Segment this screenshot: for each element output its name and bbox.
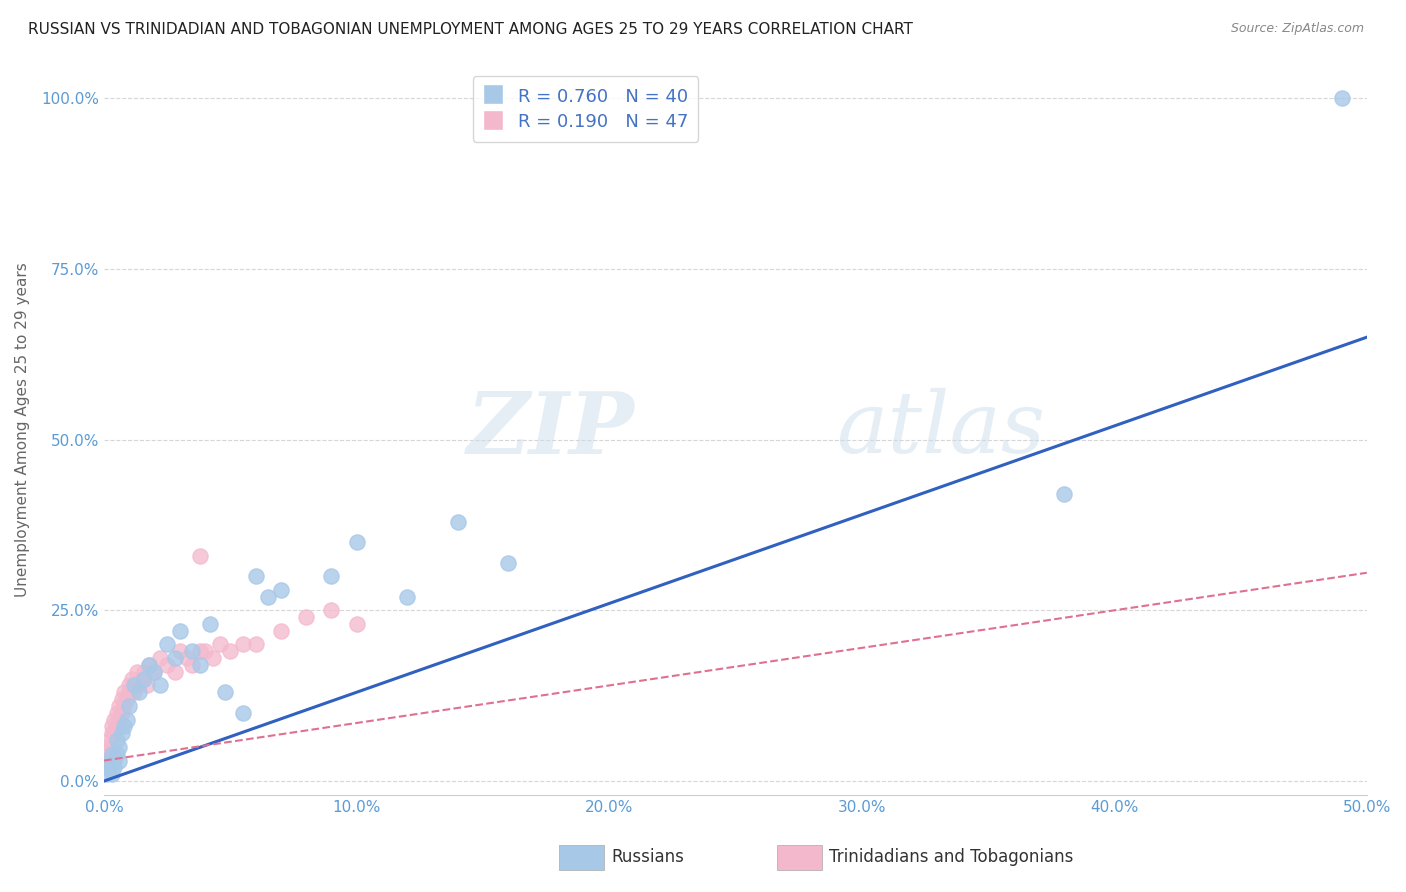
Point xyxy=(121,672,143,686)
Point xyxy=(1330,91,1353,105)
Point xyxy=(98,754,121,768)
Legend: R = 0.760   N = 40, R = 0.190   N = 47: R = 0.760 N = 40, R = 0.190 N = 47 xyxy=(472,77,699,142)
Point xyxy=(245,638,267,652)
Point xyxy=(115,692,138,706)
Point xyxy=(194,644,217,658)
Point xyxy=(270,582,292,597)
Point xyxy=(143,665,166,679)
Point xyxy=(135,678,157,692)
Point xyxy=(100,739,122,754)
Point xyxy=(1053,487,1076,501)
Point xyxy=(396,590,419,604)
Point xyxy=(124,685,146,699)
Point xyxy=(103,713,125,727)
Text: Russians: Russians xyxy=(612,848,683,866)
Point xyxy=(346,617,368,632)
Text: ZIP: ZIP xyxy=(467,388,634,471)
Point xyxy=(181,657,204,672)
Point xyxy=(214,685,236,699)
Point xyxy=(105,706,128,720)
Point xyxy=(111,706,134,720)
Point xyxy=(209,638,232,652)
Point xyxy=(188,549,211,563)
Point xyxy=(188,657,211,672)
Point xyxy=(270,624,292,638)
Point xyxy=(103,760,125,774)
Point xyxy=(181,644,204,658)
Point xyxy=(321,603,343,617)
Text: atlas: atlas xyxy=(837,388,1046,471)
Point xyxy=(134,665,156,679)
Point xyxy=(112,719,135,733)
Point xyxy=(138,657,160,672)
Point xyxy=(143,665,166,679)
Text: Source: ZipAtlas.com: Source: ZipAtlas.com xyxy=(1230,22,1364,36)
Text: RUSSIAN VS TRINIDADIAN AND TOBAGONIAN UNEMPLOYMENT AMONG AGES 25 TO 29 YEARS COR: RUSSIAN VS TRINIDADIAN AND TOBAGONIAN UN… xyxy=(28,22,912,37)
Point xyxy=(198,617,221,632)
Point xyxy=(96,760,118,774)
Point xyxy=(245,569,267,583)
Point xyxy=(100,719,122,733)
Point xyxy=(96,739,118,754)
Point xyxy=(321,569,343,583)
Point xyxy=(131,672,153,686)
Point xyxy=(346,535,368,549)
Point xyxy=(118,678,141,692)
Point xyxy=(124,678,146,692)
Point xyxy=(134,672,156,686)
Point xyxy=(219,644,242,658)
Point xyxy=(98,760,121,774)
Point xyxy=(103,754,125,768)
Point xyxy=(108,739,131,754)
Point xyxy=(169,624,191,638)
Point xyxy=(118,698,141,713)
Point xyxy=(446,515,468,529)
Point xyxy=(156,657,179,672)
Point xyxy=(111,726,134,740)
Point xyxy=(169,644,191,658)
Text: Trinidadians and Tobagonians: Trinidadians and Tobagonians xyxy=(830,848,1073,866)
Point xyxy=(232,706,254,720)
Point xyxy=(232,638,254,652)
Point xyxy=(176,651,198,665)
Point xyxy=(201,651,224,665)
Point xyxy=(148,678,170,692)
Point xyxy=(108,713,131,727)
Point xyxy=(115,713,138,727)
Point xyxy=(125,665,148,679)
Point xyxy=(100,726,122,740)
Y-axis label: Unemployment Among Ages 25 to 29 years: Unemployment Among Ages 25 to 29 years xyxy=(15,262,30,597)
Point xyxy=(103,726,125,740)
Point xyxy=(112,698,135,713)
Point xyxy=(96,754,118,768)
Point xyxy=(98,733,121,747)
Point xyxy=(118,685,141,699)
Point xyxy=(105,719,128,733)
Point xyxy=(100,747,122,761)
Point xyxy=(128,685,150,699)
Point xyxy=(163,665,186,679)
Point xyxy=(128,678,150,692)
Point xyxy=(295,610,318,624)
Point xyxy=(163,651,186,665)
Point xyxy=(138,657,160,672)
Point xyxy=(108,698,131,713)
Point xyxy=(100,767,122,781)
Point xyxy=(96,767,118,781)
Point xyxy=(156,638,179,652)
Point xyxy=(257,590,280,604)
Point xyxy=(98,747,121,761)
Point xyxy=(105,747,128,761)
Point xyxy=(496,556,519,570)
Point xyxy=(108,754,131,768)
Point xyxy=(148,651,170,665)
Point xyxy=(188,644,211,658)
Point xyxy=(111,692,134,706)
Point xyxy=(105,733,128,747)
Point xyxy=(112,685,135,699)
